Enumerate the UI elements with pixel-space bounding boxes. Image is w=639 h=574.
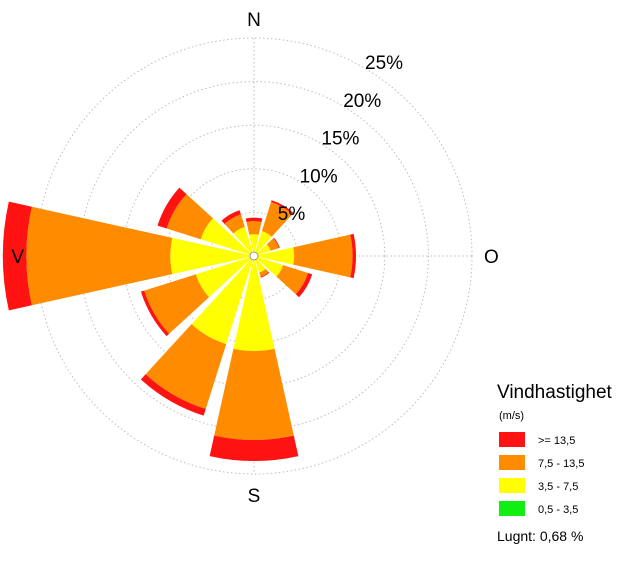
petal-180-band-2	[233, 260, 275, 352]
legend-swatch-2	[499, 455, 525, 470]
petal-120-band-2	[257, 257, 284, 277]
legend-swatch-1	[499, 432, 525, 447]
petal-210-band-3	[145, 324, 227, 410]
petal-90-band-3	[293, 234, 353, 278]
ring-label-20: 20%	[343, 91, 381, 112]
legend-entries: >= 13,5 7,5 - 13,5 3,5 - 7,5 0,5 - 3,5	[499, 432, 584, 516]
petal-180-band-4	[209, 435, 299, 461]
legend: Vindhastighet (m/s) >= 13,5 7,5 - 13,5 3,5…	[497, 382, 613, 544]
petal-240-band-4	[140, 290, 170, 337]
petal-150-band-4	[260, 272, 270, 278]
petal-30-band-3	[261, 201, 293, 237]
petal-300-band-2	[200, 218, 251, 255]
petal-210-band-2	[191, 259, 253, 345]
petal-180-band-3	[214, 348, 294, 440]
grid-ring-4	[79, 81, 429, 431]
direction-label-south: S	[248, 486, 261, 507]
petal-330-band-3	[224, 214, 245, 234]
legend-label-1: >= 13,5	[538, 435, 575, 447]
petal-120-band-4	[295, 273, 313, 298]
petal-270-band-2	[170, 237, 250, 275]
ring-label-5: 5%	[278, 204, 306, 225]
petal-0-band-2	[249, 234, 259, 252]
wind-petals	[2, 187, 357, 461]
petal-270-band-3	[26, 206, 173, 306]
petal-210-band-4	[140, 374, 206, 416]
ring-labels: 5% 10% 15% 20% 25%	[278, 53, 403, 225]
calm-percentage: Lugnt: 0,68 %	[497, 528, 583, 544]
petal-240-band-3	[144, 274, 209, 334]
direction-label-west: V	[11, 247, 24, 268]
legend-title: Vindhastighet	[497, 382, 613, 403]
ring-label-10: 10%	[300, 166, 338, 187]
direction-labels: N O S V	[11, 10, 498, 507]
petal-120-band-3	[276, 265, 309, 295]
calm-center-circle	[249, 251, 259, 261]
legend-label-3: 3,5 - 7,5	[538, 481, 578, 493]
petal-90-band-2	[258, 247, 295, 265]
petal-0-band-3	[246, 221, 262, 235]
ring-label-15: 15%	[321, 129, 359, 150]
legend-unit: (m/s)	[499, 410, 524, 422]
petal-0-band-4	[245, 217, 263, 222]
petal-300-band-3	[166, 194, 213, 240]
legend-swatch-4	[499, 501, 525, 516]
petal-150-band-3	[259, 268, 269, 277]
petal-330-band-2	[233, 226, 253, 253]
petal-150-band-2	[255, 259, 266, 273]
legend-swatch-3	[499, 478, 525, 493]
petal-300-band-4	[157, 187, 187, 229]
petal-270-band-4	[2, 201, 32, 311]
petal-60-band-3	[266, 238, 279, 251]
petal-90-band-4	[350, 233, 357, 279]
legend-label-2: 7,5 - 13,5	[538, 458, 584, 470]
direction-label-east: O	[484, 247, 499, 268]
legend-label-4: 0,5 - 3,5	[538, 504, 578, 516]
ring-label-25: 25%	[365, 53, 403, 74]
petal-330-band-4	[221, 210, 241, 224]
petal-30-band-2	[255, 231, 272, 253]
petal-30-band-4	[271, 200, 294, 215]
petal-240-band-2	[195, 257, 251, 298]
petal-60-band-2	[257, 244, 271, 255]
petal-60-band-4	[273, 237, 280, 249]
direction-label-north: N	[247, 10, 261, 31]
